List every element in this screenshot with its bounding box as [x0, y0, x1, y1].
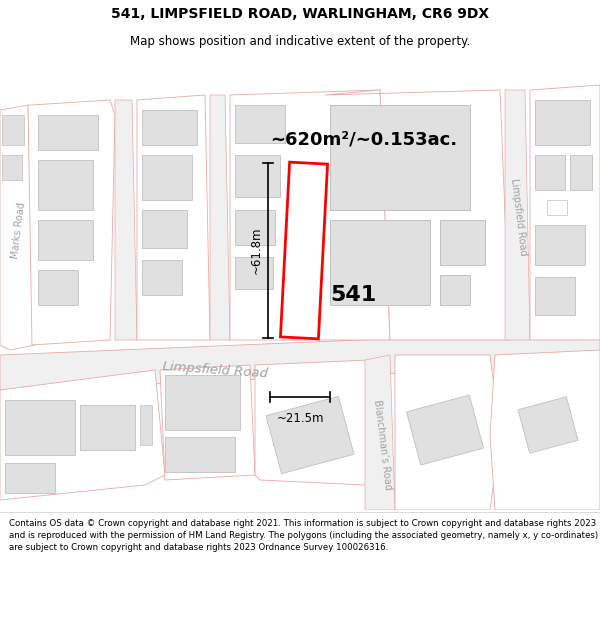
Polygon shape — [38, 220, 93, 260]
Polygon shape — [535, 100, 590, 145]
Text: Map shows position and indicative extent of the property.: Map shows position and indicative extent… — [130, 35, 470, 48]
Polygon shape — [160, 365, 255, 480]
Polygon shape — [210, 95, 230, 340]
Polygon shape — [395, 355, 500, 510]
Polygon shape — [530, 85, 600, 340]
Polygon shape — [235, 155, 280, 197]
Polygon shape — [330, 220, 430, 305]
Polygon shape — [165, 375, 240, 430]
Polygon shape — [5, 400, 75, 455]
Polygon shape — [28, 100, 115, 345]
Polygon shape — [5, 463, 55, 493]
Polygon shape — [2, 115, 24, 145]
Polygon shape — [142, 260, 182, 295]
Polygon shape — [0, 105, 35, 350]
Polygon shape — [235, 257, 273, 289]
Polygon shape — [440, 275, 470, 305]
Text: 541: 541 — [330, 285, 376, 305]
Text: ~620m²/~0.153ac.: ~620m²/~0.153ac. — [270, 131, 457, 149]
Polygon shape — [266, 396, 354, 474]
Polygon shape — [0, 330, 600, 390]
Polygon shape — [38, 115, 98, 150]
Polygon shape — [505, 90, 530, 340]
Polygon shape — [2, 155, 22, 180]
Polygon shape — [142, 110, 197, 145]
Polygon shape — [535, 277, 575, 315]
Polygon shape — [406, 395, 484, 465]
Polygon shape — [142, 155, 192, 200]
Polygon shape — [325, 90, 510, 340]
Polygon shape — [230, 90, 390, 340]
Polygon shape — [142, 210, 187, 248]
Text: Limpsfield Road: Limpsfield Road — [162, 360, 268, 380]
Polygon shape — [165, 437, 235, 472]
Text: Marks Road: Marks Road — [10, 201, 26, 259]
Text: 541, LIMPSFIELD ROAD, WARLINGHAM, CR6 9DX: 541, LIMPSFIELD ROAD, WARLINGHAM, CR6 9D… — [111, 7, 489, 21]
Polygon shape — [38, 160, 93, 210]
Polygon shape — [547, 200, 567, 215]
Polygon shape — [115, 100, 137, 340]
Polygon shape — [235, 105, 285, 143]
Text: Blanchman’s Road: Blanchman’s Road — [373, 399, 394, 491]
Polygon shape — [0, 370, 165, 500]
Polygon shape — [235, 210, 275, 245]
Polygon shape — [140, 405, 152, 445]
Polygon shape — [80, 405, 135, 450]
Polygon shape — [440, 220, 485, 265]
Polygon shape — [365, 355, 395, 510]
Polygon shape — [535, 155, 565, 190]
Polygon shape — [330, 105, 470, 210]
Text: Limpsfield Road: Limpsfield Road — [509, 177, 529, 256]
Polygon shape — [570, 155, 592, 190]
Text: ~61.8m: ~61.8m — [250, 227, 263, 274]
Polygon shape — [490, 350, 600, 510]
Polygon shape — [137, 95, 210, 340]
Polygon shape — [535, 225, 585, 265]
Text: Contains OS data © Crown copyright and database right 2021. This information is : Contains OS data © Crown copyright and d… — [9, 519, 598, 552]
Polygon shape — [255, 360, 380, 485]
Polygon shape — [280, 162, 328, 339]
Text: ~21.5m: ~21.5m — [276, 412, 324, 425]
Polygon shape — [38, 270, 78, 305]
Polygon shape — [518, 397, 578, 453]
